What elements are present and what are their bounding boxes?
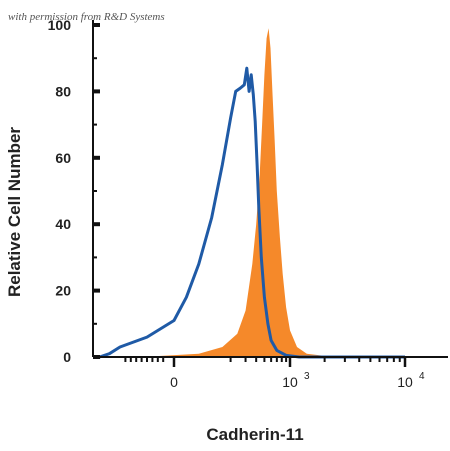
watermark-text: with permission from R&D Systems — [8, 11, 165, 23]
y-axis-label: Relative Cell Number — [5, 127, 24, 297]
x-tick-label: 0 — [170, 374, 178, 390]
x-tick-exponent: 3 — [304, 371, 310, 382]
x-tick-label: 10 — [282, 374, 298, 390]
x-tick-label: 10 — [397, 374, 413, 390]
y-tick-label: 80 — [55, 83, 71, 99]
y-tick-label: 100 — [48, 17, 72, 33]
y-tick-label: 20 — [55, 283, 71, 299]
y-tick-label: 60 — [55, 150, 71, 166]
y-tick-label: 0 — [63, 349, 71, 365]
x-axis-label: Cadherin-11 — [206, 425, 303, 444]
plot-area: 0 20 40 60 80 100 0 10 3 10 4 — [48, 17, 448, 390]
series-outline-histogram — [99, 66, 405, 359]
x-tick-exponent: 4 — [419, 371, 425, 382]
series-layer — [99, 28, 405, 359]
axes-layer: 0 20 40 60 80 100 0 10 3 10 4 — [48, 17, 448, 390]
series-filled-histogram — [141, 28, 405, 358]
y-tick-label: 40 — [55, 216, 71, 232]
